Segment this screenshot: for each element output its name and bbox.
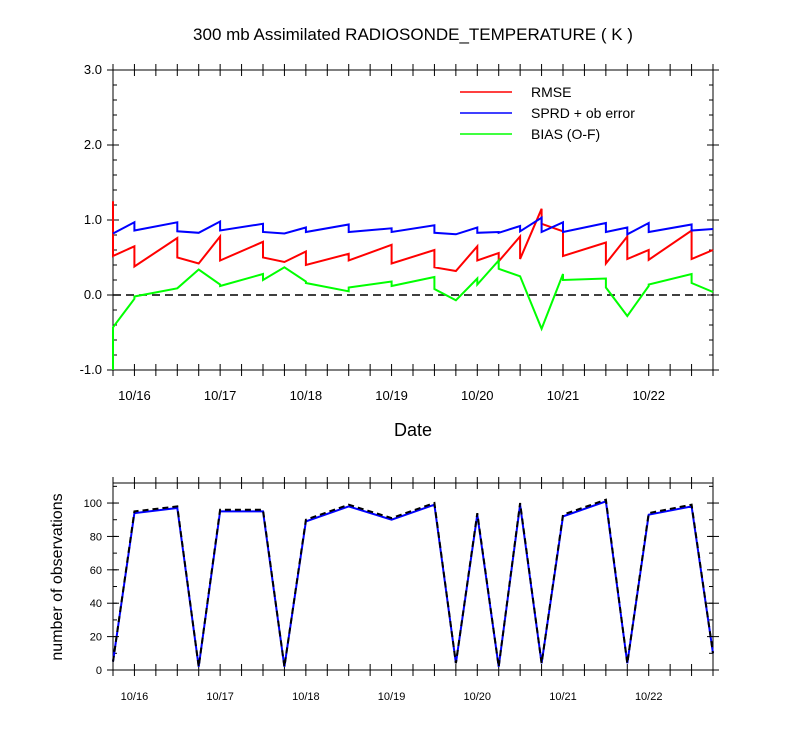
series-line-sprd-ob-error bbox=[112, 215, 714, 236]
y-tick-label: 100 bbox=[84, 498, 102, 510]
y-tick-label: 0 bbox=[96, 665, 102, 677]
y-tick-label: 2.0 bbox=[84, 137, 102, 152]
series-line-dashed-1 bbox=[112, 498, 714, 667]
legend-label: RMSE bbox=[531, 84, 571, 100]
x-axis-label: Date bbox=[394, 420, 432, 440]
y-axis-label: number of observations bbox=[49, 493, 66, 660]
top-series-lines bbox=[112, 201, 714, 370]
x-tick-label: 10/16 bbox=[121, 691, 149, 703]
x-tick-label: 10/21 bbox=[547, 388, 580, 403]
x-tick-label: 10/20 bbox=[461, 388, 494, 403]
bottom-panel: 0 20 40 60 80 100 10/16 10/17 10/18 10/19 10/20 10/… bbox=[49, 477, 719, 703]
legend-label: SPRD + ob error bbox=[531, 105, 635, 121]
x-tick-label: 10/22 bbox=[632, 388, 665, 403]
x-tick-label: 10/19 bbox=[378, 691, 406, 703]
top-ticks bbox=[107, 64, 719, 376]
bottom-tick-labels: 0 20 40 60 80 100 10/16 10/17 10/18 10/19 10/20 10/… bbox=[84, 498, 663, 703]
series-line-bias-o-f bbox=[112, 257, 714, 370]
y-tick-label: 60 bbox=[90, 565, 102, 577]
y-tick-label: 0.0 bbox=[84, 287, 102, 302]
x-tick-label: 10/17 bbox=[204, 388, 237, 403]
top-tick-labels: -1.0 0.0 1.0 2.0 3.0 10/16 10/17 10/18 10/19 10/2… bbox=[80, 62, 665, 403]
bottom-series-lines bbox=[112, 498, 714, 667]
y-tick-label: 20 bbox=[90, 632, 102, 644]
y-tick-label: 80 bbox=[90, 531, 102, 543]
bottom-ticks bbox=[107, 477, 719, 676]
x-tick-label: 10/18 bbox=[290, 388, 323, 403]
x-tick-label: 10/21 bbox=[549, 691, 577, 703]
y-tick-label: 40 bbox=[90, 598, 102, 610]
y-tick-label: 1.0 bbox=[84, 212, 102, 227]
x-tick-label: 10/18 bbox=[292, 691, 320, 703]
top-panel: 300 mb Assimilated RADIOSONDE_TEMPERATUR… bbox=[80, 25, 719, 440]
legend-label: BIAS (O-F) bbox=[531, 126, 600, 142]
x-tick-label: 10/22 bbox=[635, 691, 663, 703]
legend: RMSE SPRD + ob error BIAS (O-F) bbox=[460, 84, 635, 142]
x-tick-label: 10/19 bbox=[375, 388, 408, 403]
y-tick-label: 3.0 bbox=[84, 62, 102, 77]
series-line-rmse bbox=[112, 201, 714, 273]
x-tick-label: 10/20 bbox=[464, 691, 492, 703]
x-tick-label: 10/17 bbox=[206, 691, 234, 703]
chart-title: 300 mb Assimilated RADIOSONDE_TEMPERATUR… bbox=[193, 25, 633, 44]
x-tick-label: 10/16 bbox=[118, 388, 151, 403]
y-tick-label: -1.0 bbox=[80, 362, 102, 377]
